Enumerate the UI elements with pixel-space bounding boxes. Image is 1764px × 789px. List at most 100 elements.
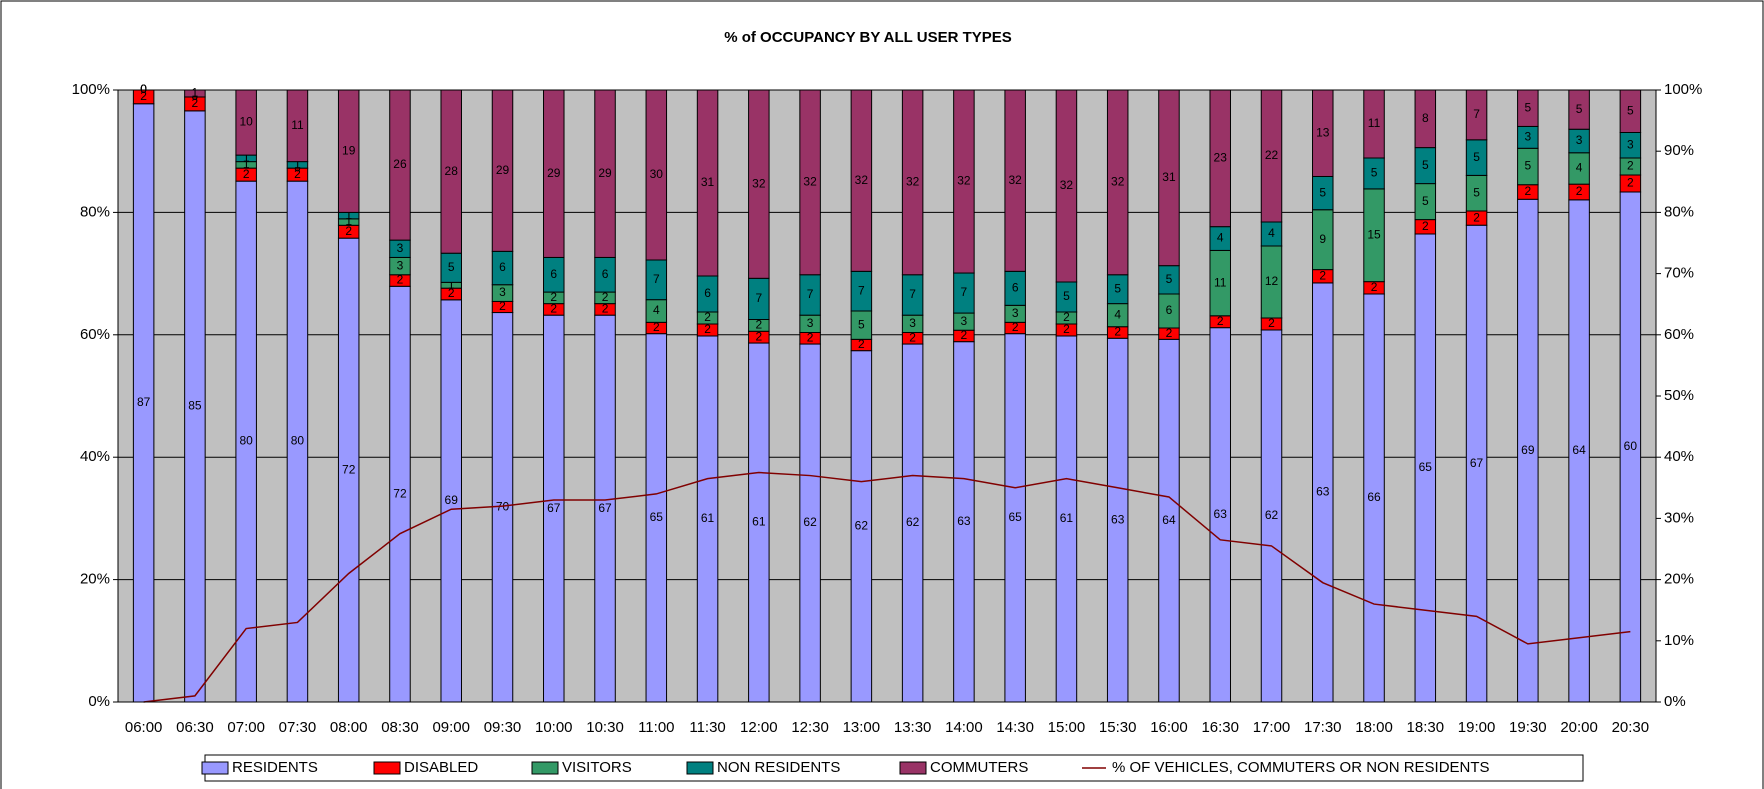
segment-label: 32: [855, 173, 869, 187]
bar-segment: [440, 89, 462, 254]
segment-label: 6: [1166, 303, 1173, 317]
segment-label: 3: [807, 316, 814, 330]
segment-label: 3: [961, 314, 968, 328]
segment-label: 2: [602, 302, 609, 316]
bar-segment: [1106, 89, 1129, 276]
segment-label: 5: [1422, 194, 1429, 208]
segment-label: 1: [192, 86, 199, 100]
segment-label: 2: [1063, 322, 1070, 336]
segment-label: 6: [704, 286, 711, 300]
segment-label: 87: [137, 395, 151, 409]
segment-label: 62: [906, 515, 920, 529]
legend-swatch: [531, 761, 559, 775]
segment-label: 29: [496, 163, 510, 177]
y2-tick-label: 40%: [1664, 448, 1694, 465]
segment-label: 67: [598, 501, 612, 515]
segment-label: 4: [1576, 161, 1583, 175]
bar-segment: [1465, 89, 1488, 141]
bar-segment: [1055, 89, 1078, 283]
bar-segment: [184, 89, 206, 98]
segment-label: 2: [1576, 184, 1583, 198]
x-tick-label: 19:30: [1509, 719, 1547, 736]
segment-label: 5: [1473, 150, 1480, 164]
bar-segment: [901, 89, 924, 276]
y2-tick-label: 30%: [1664, 509, 1694, 526]
segment-label: 5: [1319, 185, 1326, 199]
segment-label: 3: [1524, 130, 1531, 144]
segment-label: 2: [1114, 325, 1121, 339]
segment-label: 29: [547, 166, 561, 180]
segment-label: 69: [1521, 443, 1535, 457]
segment-label: 0: [140, 82, 147, 96]
segment-label: 8: [1422, 111, 1429, 125]
y-tick-label: 80%: [80, 203, 110, 220]
segment-label: 9: [1319, 232, 1326, 246]
segment-label: 61: [1060, 511, 1074, 525]
y2-tick-label: 20%: [1664, 571, 1694, 588]
segment-label: 61: [752, 515, 766, 529]
segment-label: 7: [807, 287, 814, 301]
segment-label: 2: [1422, 219, 1429, 233]
segment-label: 5: [1371, 166, 1378, 180]
segment-label: 5: [1627, 103, 1634, 117]
segment-label: 2: [909, 330, 916, 344]
x-tick-label: 14:00: [945, 719, 983, 736]
segment-label: 7: [909, 287, 916, 301]
segment-label: 2: [550, 290, 557, 304]
bar-segment: [748, 89, 770, 279]
segment-label: 3: [397, 258, 404, 272]
bar-segment: [1619, 89, 1642, 133]
bar-segment: [953, 89, 975, 274]
segment-label: 2: [499, 299, 506, 313]
segment-label: 65: [1419, 460, 1433, 474]
bar-segment: [1363, 89, 1385, 159]
segment-label: 2: [345, 224, 352, 238]
segment-label: 2: [140, 89, 147, 103]
segment-label: 13: [1316, 125, 1330, 139]
segment-label: 7: [653, 272, 660, 286]
segment-label: 67: [1470, 456, 1484, 470]
segment-label: 2: [1063, 310, 1070, 324]
x-tick-label: 06:00: [125, 719, 163, 736]
legend-label: VISITORS: [562, 759, 632, 776]
x-tick-label: 09:30: [484, 719, 522, 736]
segment-label: 2: [1524, 184, 1531, 198]
x-tick-label: 13:30: [894, 719, 932, 736]
x-tick-label: 11:00: [638, 719, 674, 736]
segment-label: 2: [1166, 326, 1173, 340]
segment-label: 65: [1008, 510, 1022, 524]
segment-label: 1: [448, 277, 455, 291]
y-tick-label: 40%: [80, 448, 110, 465]
segment-label: 65: [650, 510, 664, 524]
segment-label: 31: [701, 175, 715, 189]
segment-label: 2: [192, 96, 199, 110]
segment-label: 80: [239, 434, 253, 448]
segment-label: 5: [1473, 185, 1480, 199]
x-tick-label: 14:30: [996, 719, 1034, 736]
segment-label: 1: [243, 151, 250, 165]
segment-label: 7: [858, 283, 865, 297]
segment-label: 2: [704, 310, 711, 324]
segment-label: 31: [1162, 170, 1176, 184]
bar-segment: [491, 89, 514, 252]
segment-label: 2: [1319, 268, 1326, 282]
segment-label: 72: [342, 462, 356, 476]
segment-label: 4: [1114, 307, 1121, 321]
bar-segment: [645, 89, 668, 261]
plot-area: [117, 89, 1657, 703]
segment-label: 7: [961, 285, 968, 299]
bar-segment: [337, 89, 360, 213]
segment-label: 26: [393, 157, 407, 171]
segment-label: 2: [294, 167, 301, 181]
segment-label: 63: [1316, 485, 1330, 499]
segment-label: 2: [1268, 316, 1275, 330]
y2-tick-label: 100%: [1664, 81, 1702, 98]
segment-label: 3: [499, 285, 506, 299]
segment-label: 7: [1473, 107, 1480, 121]
segment-label: 5: [1576, 102, 1583, 116]
y-tick-label: 60%: [80, 326, 110, 343]
segment-label: 1: [345, 214, 352, 228]
segment-label: 5: [858, 317, 865, 331]
x-tick-label: 17:30: [1304, 719, 1342, 736]
